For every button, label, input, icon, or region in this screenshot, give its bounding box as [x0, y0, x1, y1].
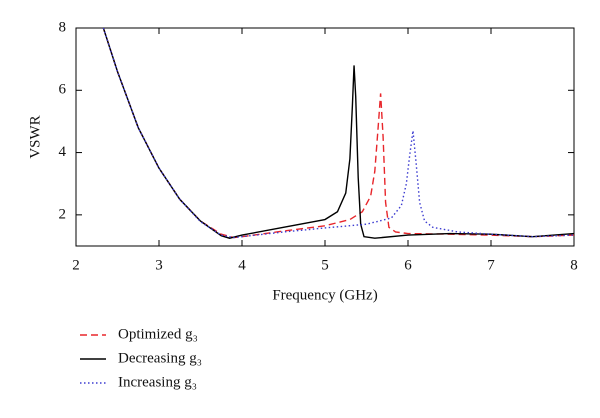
- x-tick-label: 8: [570, 257, 578, 273]
- x-tick-label: 3: [155, 257, 163, 273]
- x-tick-label: 4: [238, 257, 246, 273]
- y-axis-label: VSWR: [27, 115, 43, 158]
- y-tick-label: 6: [59, 82, 67, 98]
- series-line: [102, 28, 574, 239]
- x-tick-label: 5: [321, 257, 329, 273]
- y-tick-label: 2: [59, 206, 67, 222]
- legend-label: Decreasing g₃: [118, 350, 202, 366]
- y-tick-label: 4: [59, 144, 67, 160]
- y-tick-label: 8: [59, 19, 67, 35]
- series-line: [102, 28, 574, 239]
- x-tick-label: 2: [72, 257, 80, 273]
- legend-label: Increasing g₃: [118, 374, 197, 390]
- plot-frame: [75, 27, 575, 247]
- legend-label: Optimized g₃: [118, 326, 198, 342]
- x-axis-label: Frequency (GHz): [272, 287, 377, 303]
- series-line: [102, 28, 574, 239]
- x-tick-label: 6: [404, 257, 412, 273]
- x-tick-label: 7: [487, 257, 495, 273]
